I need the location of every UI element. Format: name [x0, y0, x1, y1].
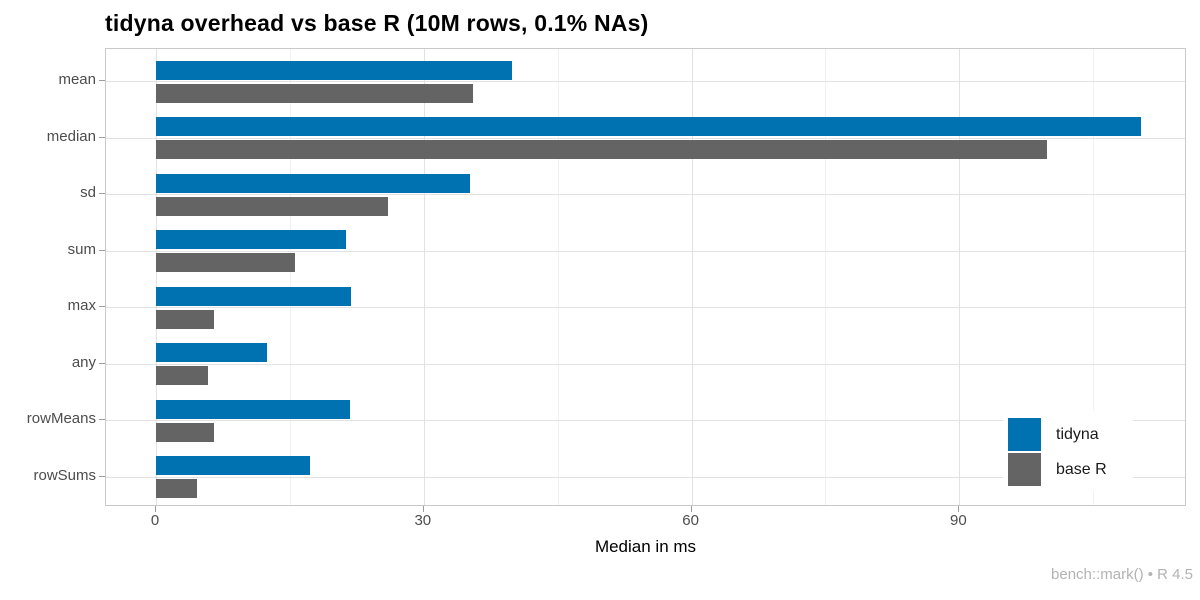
y-gridline: [106, 81, 1185, 82]
plot-panel: [105, 48, 1186, 506]
y-tick-mark: [99, 419, 105, 420]
x-tick-label: 30: [414, 512, 432, 529]
y-axis-label: mean: [58, 71, 96, 88]
bar-base-r: [155, 366, 208, 385]
legend-item: base R: [1008, 453, 1128, 486]
y-gridline: [106, 363, 1185, 365]
x-minor-gridline: [289, 49, 291, 505]
y-gridline: [106, 420, 1185, 421]
bar-tidyna: [155, 286, 352, 306]
y-tick-mark: [99, 306, 105, 307]
bar-tidyna: [155, 60, 513, 80]
x-tick-mark: [690, 506, 692, 512]
y-tick-mark: [99, 362, 105, 364]
bar-tidyna: [155, 117, 1141, 136]
bar-base-r: [155, 479, 198, 498]
y-gridline: [106, 476, 1185, 478]
bar-base-r: [155, 83, 473, 103]
legend-swatch-tidyna: [1008, 418, 1041, 451]
x-tick-mark: [154, 506, 156, 512]
x-tick-label: 90: [950, 512, 967, 529]
x-axis-title: Median in ms: [594, 537, 697, 556]
y-axis-label: any: [71, 353, 96, 371]
y-gridline: [106, 250, 1185, 252]
y-tick-mark: [99, 80, 105, 81]
y-tick-mark: [99, 136, 105, 138]
x-tick-label: 0: [150, 512, 160, 529]
bar-tidyna: [155, 230, 347, 249]
y-axis-label: sum: [67, 240, 96, 258]
x-minor-gridline: [1093, 49, 1095, 505]
legend-swatch-base-r: [1008, 453, 1041, 486]
caption: bench::mark() • R 4.5: [1051, 566, 1193, 583]
x-minor-gridline: [557, 49, 559, 505]
x-major-gridline: [959, 49, 961, 505]
bar-tidyna: [155, 343, 267, 362]
bar-base-r: [155, 422, 214, 442]
bar-tidyna: [155, 456, 311, 475]
bar-base-r: [155, 196, 389, 216]
bar-tidyna: [155, 173, 471, 193]
x-major-gridline: [691, 49, 693, 505]
y-gridline: [106, 137, 1185, 139]
bar-base-r: [155, 253, 296, 272]
x-tick-mark: [958, 506, 960, 512]
y-axis-label: median: [46, 127, 96, 145]
y-tick-mark: [99, 193, 105, 194]
y-axis-label: sd: [80, 184, 96, 201]
x-major-gridline: [423, 49, 425, 505]
legend-label: tidyna: [1056, 426, 1099, 443]
y-gridline: [106, 307, 1185, 308]
bar-tidyna: [155, 399, 350, 419]
bar-base-r: [155, 309, 214, 329]
legend-item: tidyna: [1008, 418, 1128, 451]
y-axis-label: max: [67, 297, 96, 314]
x-tick-mark: [422, 506, 424, 512]
x-minor-gridline: [825, 49, 827, 505]
bar-base-r: [155, 140, 1047, 159]
legend-label: base R: [1056, 461, 1107, 478]
x-major-gridline: [155, 49, 157, 505]
y-gridline: [106, 194, 1185, 195]
x-tick-label: 60: [682, 512, 699, 529]
legend: tidyna base R: [1003, 411, 1133, 491]
y-tick-mark: [99, 475, 105, 477]
chart-title: tidyna overhead vs base R (10M rows, 0.1…: [105, 10, 649, 36]
y-axis-label: rowSums: [33, 466, 96, 484]
y-tick-mark: [99, 249, 105, 251]
y-axis-label: rowMeans: [26, 410, 96, 427]
